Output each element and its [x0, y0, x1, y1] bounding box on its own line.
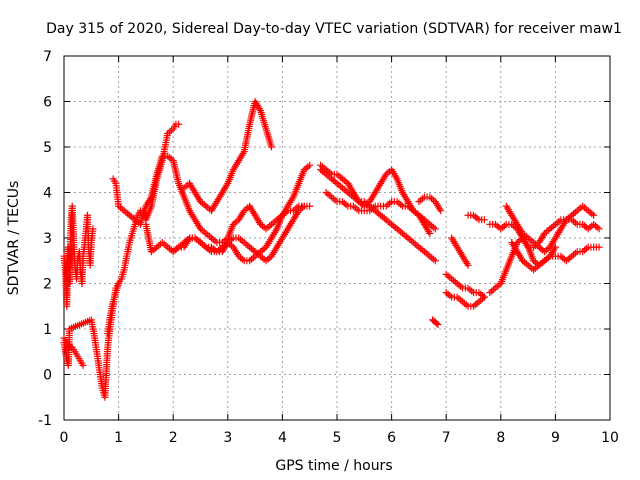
data-point-track-m	[480, 216, 488, 224]
y-tick-label: 7	[43, 49, 52, 65]
chart-title: Day 315 of 2020, Sidereal Day-to-day VTE…	[46, 21, 622, 37]
x-tick-label: 4	[278, 430, 287, 446]
x-tick-label: 6	[387, 430, 396, 446]
data-point-track-k	[480, 293, 488, 301]
x-tick-label: 3	[223, 430, 232, 446]
data-point-track-l	[464, 261, 472, 269]
data-point-track-f	[431, 225, 439, 233]
data-point-track-d	[267, 143, 275, 151]
data-point-track-b	[306, 161, 314, 169]
y-tick-label: 2	[43, 277, 52, 293]
y-tick-label: -1	[38, 413, 52, 429]
data-point-track-c	[300, 202, 308, 210]
x-tick-label: 7	[442, 430, 451, 446]
data-point-track-rise	[175, 120, 183, 128]
data-point-track-early-low	[79, 361, 87, 369]
data-point-track-i	[434, 320, 442, 328]
y-axis-title: SDTVAR / TECUs	[6, 181, 22, 296]
data-points	[60, 98, 603, 401]
y-tick-label: 6	[43, 95, 52, 111]
ticks: 0 1 2 3 4 5 6 7 8 9 10 -1 0 1 2 3 4 5 6 7	[38, 49, 619, 446]
y-tick-label: 1	[43, 322, 52, 338]
data-point-track-e	[431, 257, 439, 265]
x-tick-label: 1	[114, 430, 123, 446]
data-point-track-i	[433, 319, 441, 327]
y-tick-label: 0	[43, 368, 52, 384]
x-tick-label: 2	[169, 430, 178, 446]
data-point-track-o	[595, 225, 603, 233]
x-tick-label: 10	[601, 430, 619, 446]
y-tick-label: 5	[43, 140, 52, 156]
y-tick-label: 4	[43, 186, 52, 202]
x-tick-label: 8	[496, 430, 505, 446]
data-point-track-n	[595, 243, 603, 251]
data-point-track-g	[426, 229, 434, 237]
data-point-track-p	[590, 211, 598, 219]
data-point-track-early-scatter	[89, 225, 97, 233]
x-tick-label: 9	[551, 430, 560, 446]
data-point-track-q	[551, 243, 559, 251]
x-tick-label: 0	[60, 430, 69, 446]
y-tick-label: 3	[43, 231, 52, 247]
data-point-track-h	[437, 207, 445, 215]
x-axis-title: GPS time / hours	[275, 458, 392, 474]
x-tick-label: 5	[333, 430, 342, 446]
